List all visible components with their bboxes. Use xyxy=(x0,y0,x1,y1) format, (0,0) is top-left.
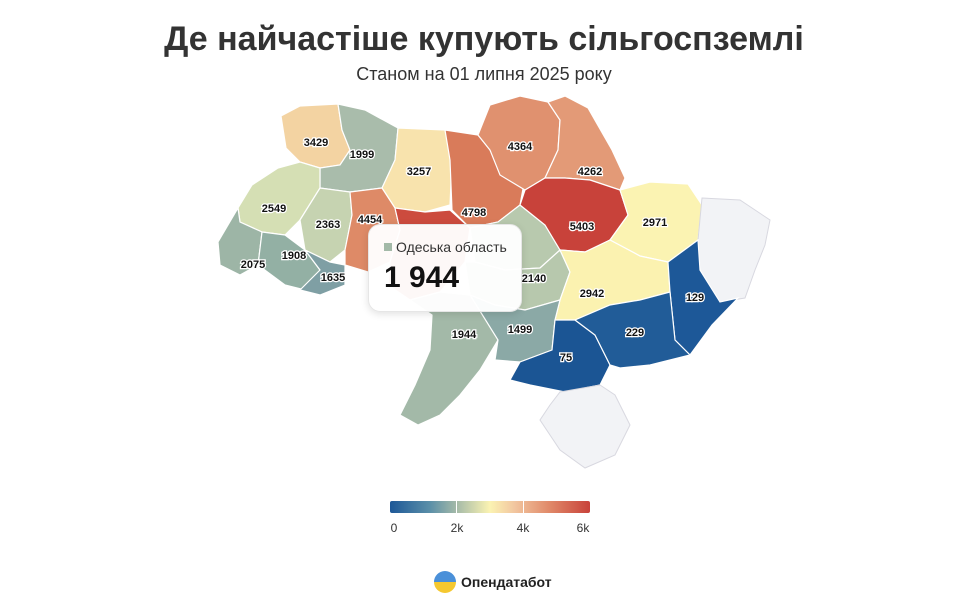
legend-label-4k: 4k xyxy=(516,521,530,535)
region-label-kherson: 75 xyxy=(560,352,572,364)
region-crimea[interactable] xyxy=(539,384,631,469)
region-label-chernivtsi: 1635 xyxy=(321,272,345,284)
color-legend-bar xyxy=(390,501,590,513)
tooltip-swatch xyxy=(384,243,392,251)
region-label-volyn: 3429 xyxy=(304,137,328,149)
region-zaporizhzhia[interactable] xyxy=(573,291,692,369)
brand: Опендатабот xyxy=(434,570,552,594)
region-label-lviv: 2549 xyxy=(262,203,286,215)
region-label-odesa: 1944 xyxy=(452,329,477,341)
legend-label-0: 0 xyxy=(390,521,398,535)
region-label-kyiv: 4798 xyxy=(462,207,486,219)
chart-subtitle: Станом на 01 липня 2025 року xyxy=(356,64,612,84)
region-label-mykolaiv: 1499 xyxy=(508,324,532,336)
region-label-zhytomyr: 3257 xyxy=(407,166,431,178)
region-label-sumy: 4262 xyxy=(578,166,602,178)
region-label-rivne: 1999 xyxy=(350,149,374,161)
tooltip-value: 1 944 xyxy=(384,261,460,294)
tooltip-region-name: Одеська область xyxy=(396,239,507,255)
opendatabot-logo-icon xyxy=(434,571,456,593)
legend-divider xyxy=(456,501,457,513)
region-label-dnipropetrovsk: 2942 xyxy=(580,288,604,300)
region-label-khmelnytskyi: 4454 xyxy=(358,214,383,226)
legend-label-2k: 2k xyxy=(450,521,464,535)
region-label-kirovohrad: 2140 xyxy=(522,273,546,285)
region-chernivtsi[interactable] xyxy=(298,249,346,296)
region-label-zakarpattia: 2075 xyxy=(241,259,265,271)
region-label-zaporizhzhia: 229 xyxy=(626,327,644,339)
region-tooltip: Одеська область 1 944 xyxy=(368,224,522,312)
region-label-donetsk: 129 xyxy=(686,292,704,304)
region-label-ivano-frankivsk: 1908 xyxy=(282,250,306,262)
chart-title: Де найчастіше купують сільгоспземлі xyxy=(164,20,804,58)
region-label-kharkiv: 2971 xyxy=(643,217,667,229)
brand-name: Опендатабот xyxy=(461,574,552,590)
region-label-poltava: 5403 xyxy=(570,221,594,233)
legend-label-6k: 6k xyxy=(576,521,590,535)
legend-divider xyxy=(523,501,524,513)
region-label-chernihiv: 4364 xyxy=(508,141,533,153)
region-label-ternopil: 2363 xyxy=(316,219,340,231)
